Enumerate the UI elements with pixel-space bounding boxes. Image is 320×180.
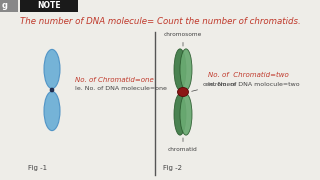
Text: Fig -1: Fig -1 [28, 165, 47, 171]
Text: NOTE: NOTE [37, 1, 61, 10]
Text: No. of  Chromatid=two: No. of Chromatid=two [208, 72, 289, 78]
FancyBboxPatch shape [20, 0, 78, 12]
Text: No. of Chromatid=one: No. of Chromatid=one [75, 77, 154, 83]
Ellipse shape [44, 49, 60, 89]
Ellipse shape [174, 49, 186, 90]
Text: Fig -2: Fig -2 [163, 165, 182, 171]
Text: Ie. No. of DNA molocule=two: Ie. No. of DNA molocule=two [208, 82, 300, 87]
Text: The number of DNA molecule= Count the number of chromatids.: The number of DNA molecule= Count the nu… [20, 17, 300, 26]
Ellipse shape [44, 91, 60, 131]
Text: g: g [2, 1, 8, 10]
Ellipse shape [174, 94, 186, 135]
Text: chromosome: chromosome [164, 32, 202, 46]
Text: Ie. No. of DNA molecule=one: Ie. No. of DNA molecule=one [75, 87, 167, 91]
Text: centromere: centromere [192, 82, 237, 91]
Text: chromatid: chromatid [168, 138, 198, 152]
Ellipse shape [180, 94, 192, 135]
Ellipse shape [50, 88, 54, 92]
Ellipse shape [180, 49, 192, 90]
FancyBboxPatch shape [0, 0, 18, 12]
Ellipse shape [178, 87, 188, 96]
